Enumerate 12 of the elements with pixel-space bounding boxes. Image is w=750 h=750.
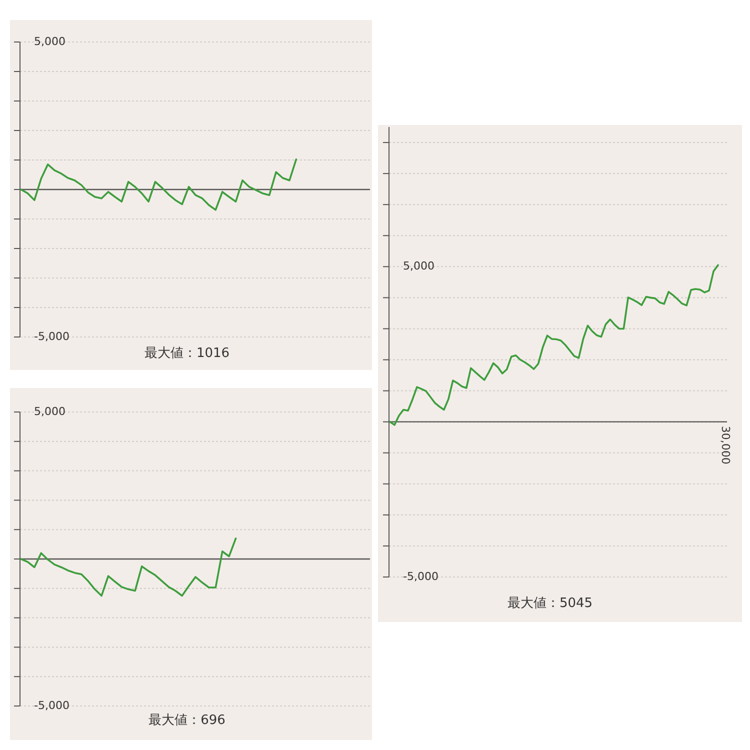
y-tick-label: 5,000 — [34, 405, 66, 418]
text: 最大値：1016 — [144, 346, 230, 361]
y-tick-label: -5,000 — [34, 330, 70, 344]
y-tick-label: -5,000 — [34, 699, 70, 712]
y-tick-label: 5,000 — [403, 260, 434, 273]
y-tick-label: 5,000 — [34, 35, 66, 48]
line-series — [20, 158, 298, 211]
text: 最大値：5045 — [507, 596, 593, 611]
text: 最大値：696 — [148, 713, 226, 728]
y-tick-label: -5,000 — [403, 570, 438, 584]
annotation: 30,000 — [718, 426, 732, 464]
line-series — [20, 538, 237, 597]
